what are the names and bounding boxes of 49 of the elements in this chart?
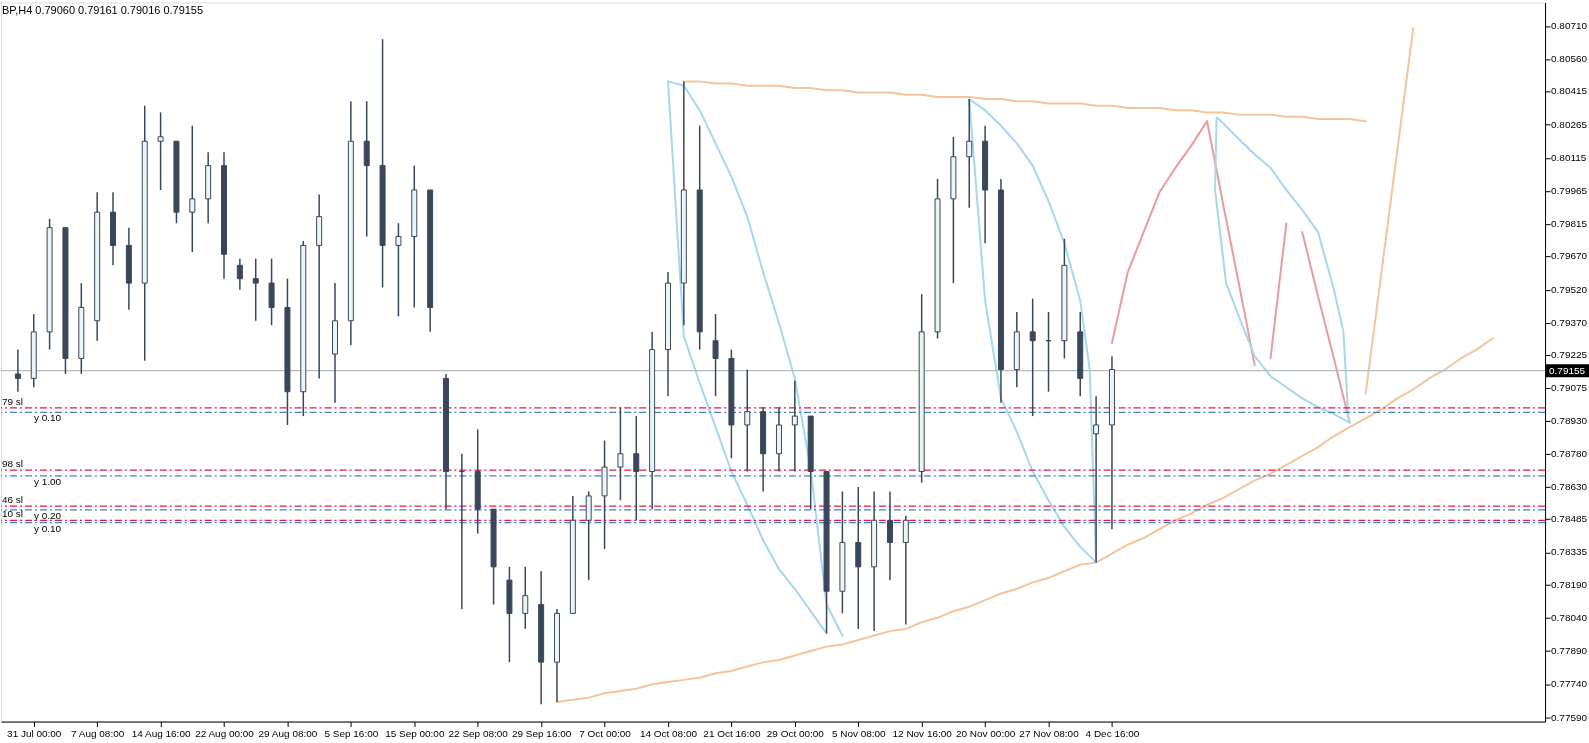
y-tick-label: 0.80115 — [1551, 151, 1587, 163]
x-tick-label: 7 Oct 00:00 — [579, 728, 632, 740]
ref-line-label: y 0.10 — [33, 522, 62, 534]
ref-line-label: 46 sl — [2, 494, 24, 506]
chart-title: BP,H4 0.79060 0.79161 0.79016 0.79155 — [2, 4, 204, 17]
y-tick-label: 0.79520 — [1551, 283, 1588, 295]
y-tick-label: 0.78485 — [1551, 513, 1588, 525]
x-tick-label: 12 Nov 16:00 — [892, 728, 953, 740]
y-tick-label: 0.78630 — [1551, 481, 1588, 493]
y-tick-label: 0.77740 — [1551, 678, 1588, 690]
ref-line-label: 0.79155 — [1549, 364, 1586, 376]
ref-line-label: 10 sl — [2, 508, 24, 520]
x-tick-label: 31 Jul 00:00 — [7, 728, 62, 740]
y-tick-label: 0.78335 — [1551, 546, 1588, 558]
y-tick-label: 0.79670 — [1551, 250, 1588, 262]
x-tick-label: 29 Aug 08:00 — [258, 728, 318, 740]
y-tick-label: 0.78930 — [1551, 414, 1588, 426]
x-tick-label: 21 Oct 16:00 — [703, 728, 761, 740]
x-tick-label: 5 Nov 08:00 — [831, 728, 887, 740]
y-tick-label: 0.79370 — [1551, 316, 1588, 328]
y-tick-label: 0.79815 — [1551, 218, 1588, 230]
y-tick-label: 0.77590 — [1551, 711, 1588, 723]
y-tick-label: 0.80415 — [1551, 85, 1588, 97]
x-tick-label: 7 Aug 08:00 — [71, 728, 125, 740]
x-tick-label: 15 Sep 00:00 — [385, 728, 445, 740]
ref-line-label: 79 sl — [2, 395, 24, 407]
x-tick-label: 27 Nov 08:00 — [1019, 728, 1080, 740]
x-tick-label: 14 Oct 08:00 — [639, 728, 698, 740]
y-tick-label: 0.80710 — [1551, 19, 1588, 31]
x-tick-label: 29 Oct 00:00 — [766, 728, 825, 740]
x-tick-label: 4 Dec 16:00 — [1085, 728, 1140, 740]
x-tick-label: 22 Sep 08:00 — [448, 728, 509, 740]
x-tick-label: 14 Aug 16:00 — [131, 728, 191, 740]
y-tick-label: 0.79965 — [1551, 185, 1588, 197]
ref-line-label: y 1.00 — [33, 475, 62, 487]
x-tick-label: 5 Sep 16:00 — [324, 728, 379, 740]
y-tick-label: 0.80560 — [1551, 53, 1588, 65]
x-tick-label: 29 Sep 16:00 — [511, 728, 572, 740]
y-tick-label: 0.78190 — [1551, 578, 1588, 590]
y-tick-label: 0.77890 — [1551, 645, 1588, 657]
y-tick-label: 0.79225 — [1551, 349, 1588, 361]
y-tick-label: 0.78780 — [1551, 447, 1588, 459]
x-tick-label: 22 Aug 00:00 — [195, 728, 255, 740]
ref-line-label: 98 sl — [2, 458, 24, 470]
y-tick-label: 0.78040 — [1551, 611, 1588, 623]
y-tick-label: 0.79075 — [1551, 382, 1588, 394]
y-tick-label: 0.80265 — [1551, 118, 1588, 130]
x-tick-label: 20 Nov 00:00 — [955, 728, 1016, 740]
ref-line-label: y 0.10 — [33, 412, 62, 424]
